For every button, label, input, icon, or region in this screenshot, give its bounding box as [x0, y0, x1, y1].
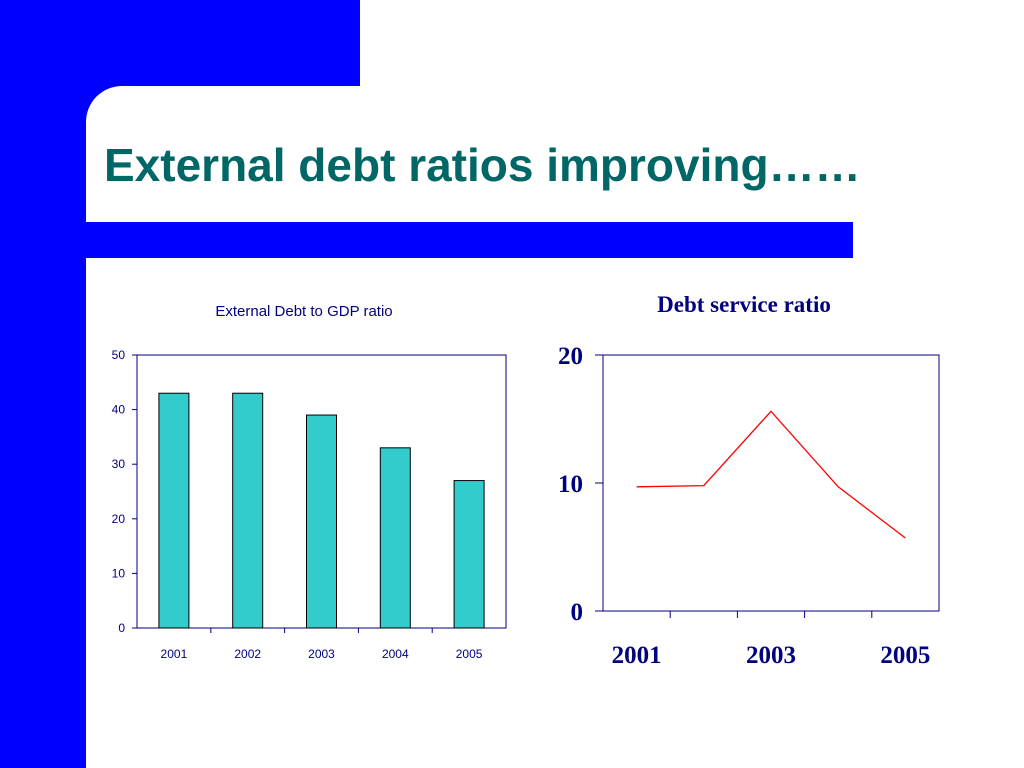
bar-x-tick-label: 2005	[456, 647, 483, 661]
line-y-tick-label: 20	[558, 343, 583, 370]
bar-y-tick-label: 10	[112, 566, 126, 580]
bar-x-tick-label: 2004	[382, 647, 409, 661]
bar-x-tick-label: 2002	[234, 647, 261, 661]
line-chart-y-ticks: 0 10 20	[558, 343, 603, 626]
line-x-tick-label: 2005	[880, 642, 930, 669]
bar	[306, 414, 337, 629]
bar-x-tick-label: 2003	[308, 647, 335, 661]
line-chart-plot-area	[602, 354, 940, 612]
band-corner-curve	[86, 86, 158, 158]
line-y-tick-label: 10	[558, 471, 583, 498]
bar	[232, 392, 264, 629]
bar-y-tick-label: 0	[118, 621, 125, 635]
band-mid	[0, 222, 853, 258]
bar-y-tick-label: 40	[112, 403, 126, 417]
bar-chart-title: External Debt to GDP ratio	[215, 303, 392, 320]
bar	[379, 447, 411, 629]
bar-chart-x-ticks: 2001 2002 2003 2004 2005	[161, 628, 483, 661]
bar-chart-bars	[158, 392, 485, 629]
line-chart-x-ticks: 2001 2003 2005	[612, 611, 930, 669]
slide-title: External debt ratios improving……	[104, 139, 861, 191]
bar-y-tick-label: 20	[112, 512, 126, 526]
line-x-tick-label: 2003	[746, 642, 796, 669]
line-y-tick-label: 0	[571, 599, 584, 626]
bar-chart-y-ticks: 0 10 20 30 40 50	[112, 348, 137, 635]
debt-service-line	[636, 410, 906, 539]
bar	[453, 480, 485, 629]
bar-x-tick-label: 2001	[161, 647, 188, 661]
line-chart-title: Debt service ratio	[657, 292, 831, 317]
band-left	[0, 0, 86, 768]
bar-y-tick-label: 30	[112, 457, 126, 471]
bar-y-tick-label: 50	[112, 348, 126, 362]
bar	[158, 392, 190, 629]
line-x-tick-label: 2001	[612, 642, 662, 669]
